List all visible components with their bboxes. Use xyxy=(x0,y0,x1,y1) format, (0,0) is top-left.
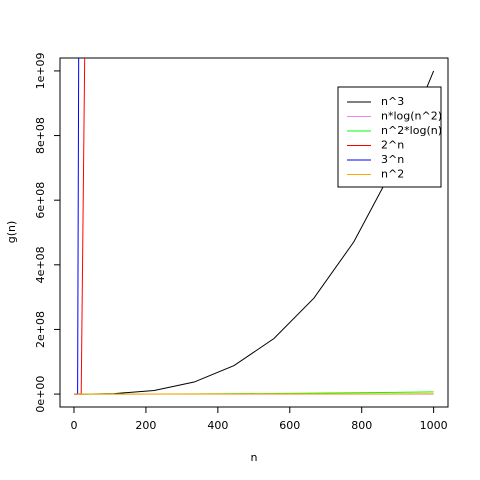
legend-label: n*log(n^2) xyxy=(381,110,442,123)
x-tick-label: 400 xyxy=(207,419,228,432)
y-tick-label: 8e+08 xyxy=(34,117,47,154)
plot-area xyxy=(74,58,435,395)
x-tick-label: 200 xyxy=(135,419,156,432)
x-tick-label: 0 xyxy=(71,419,78,432)
y-tick-label: 0e+00 xyxy=(34,376,47,413)
y-tick-label: 4e+08 xyxy=(34,246,47,283)
legend-label: n^3 xyxy=(381,95,404,108)
y-tick-label: 2e+08 xyxy=(34,311,47,348)
x-tick-label: 800 xyxy=(351,419,372,432)
legend-box xyxy=(337,86,442,188)
legend-label: n^2*log(n) xyxy=(381,124,442,137)
y-tick-label: 1e+09 xyxy=(34,52,47,89)
y-tick-label: 6e+08 xyxy=(34,182,47,219)
plot-frame xyxy=(59,57,449,408)
x-tick-label: 600 xyxy=(279,419,300,432)
x-axis-label: n xyxy=(251,451,258,464)
x-tick-label: 1000 xyxy=(420,419,448,432)
legend-label: 3^n xyxy=(381,153,404,166)
legend-label: n^2 xyxy=(381,168,404,181)
y-axis-label: g(n) xyxy=(5,221,18,244)
legend-label: 2^n xyxy=(381,139,404,152)
